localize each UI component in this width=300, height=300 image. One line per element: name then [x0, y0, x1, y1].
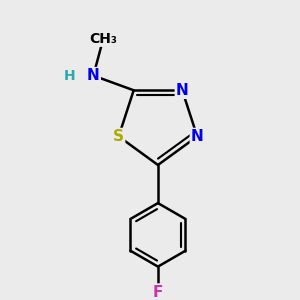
Text: N: N	[191, 129, 204, 144]
Text: CH₃: CH₃	[89, 32, 117, 46]
Text: S: S	[113, 129, 124, 144]
Text: F: F	[153, 284, 163, 299]
Text: N: N	[87, 68, 100, 83]
Text: H: H	[64, 69, 75, 82]
Text: N: N	[176, 83, 189, 98]
